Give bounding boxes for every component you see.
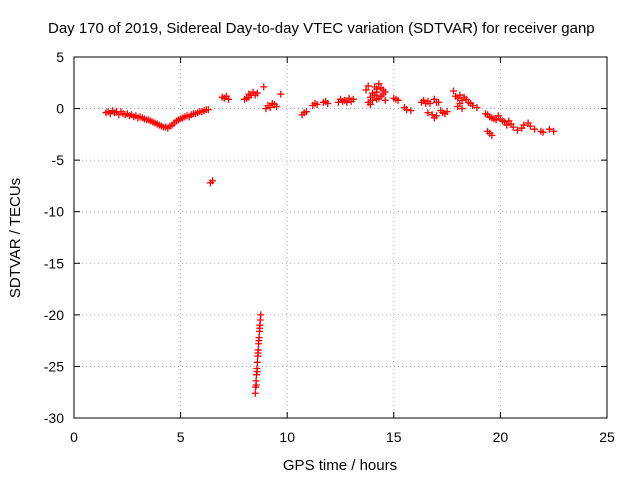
- data-point: [273, 103, 281, 111]
- data-point: [204, 106, 212, 114]
- x-tick-label: 10: [279, 429, 295, 445]
- data-points: [102, 80, 558, 397]
- tick-labels: 0 5 10 15 20 25 -30 -25 -20 -15 -10 -5 0 5: [44, 49, 615, 445]
- data-point: [254, 349, 262, 357]
- plot-frame: [73, 56, 608, 419]
- data-point: [435, 98, 443, 106]
- data-point: [424, 109, 432, 117]
- y-tick-label: -15: [44, 255, 64, 271]
- data-point: [253, 368, 261, 376]
- y-tick-label: -10: [44, 204, 64, 220]
- data-point: [375, 80, 383, 88]
- data-point: [381, 88, 389, 96]
- data-point: [225, 95, 233, 103]
- x-tick-label: 0: [70, 429, 78, 445]
- data-point: [426, 99, 434, 107]
- y-tick-label: 5: [56, 49, 64, 65]
- data-point: [456, 99, 464, 107]
- y-tick-label: 0: [56, 101, 64, 117]
- grid: [74, 57, 607, 418]
- y-axis-label: SDTVAR / TECUs: [7, 178, 24, 298]
- data-point: [469, 101, 477, 109]
- data-point: [503, 121, 511, 129]
- y-tick-label: -25: [44, 358, 64, 374]
- data-point: [277, 90, 285, 98]
- data-point: [473, 104, 481, 112]
- y-tick-label: -20: [44, 307, 64, 323]
- data-point: [443, 108, 451, 116]
- data-point: [456, 91, 464, 99]
- data-point: [362, 86, 370, 94]
- data-point: [255, 337, 263, 345]
- data-point: [449, 87, 457, 95]
- x-tick-label: 5: [177, 429, 185, 445]
- data-point: [526, 122, 534, 130]
- data-point: [252, 381, 260, 389]
- data-point: [364, 98, 372, 106]
- y-tick-label: -5: [52, 152, 65, 168]
- data-point: [253, 89, 261, 97]
- data-point: [545, 125, 553, 133]
- axis-ticks: [73, 56, 608, 419]
- data-point: [403, 106, 411, 114]
- data-point: [539, 128, 547, 136]
- x-tick-label: 20: [493, 429, 509, 445]
- data-point: [394, 96, 402, 104]
- data-point: [368, 96, 376, 104]
- data-point: [520, 121, 528, 129]
- data-point: [364, 82, 372, 90]
- data-point: [313, 100, 321, 108]
- data-point: [432, 112, 440, 120]
- data-point: [550, 127, 558, 135]
- data-point: [377, 84, 385, 92]
- data-point: [373, 88, 381, 96]
- data-point: [343, 98, 351, 106]
- data-point: [324, 99, 332, 107]
- data-point: [253, 358, 261, 366]
- data-point: [251, 389, 259, 397]
- data-point: [381, 96, 389, 104]
- data-point: [245, 90, 253, 98]
- data-point: [302, 108, 310, 116]
- y-tick-label: -30: [44, 410, 64, 426]
- chart-title: Day 170 of 2019, Sidereal Day-to-day VTE…: [48, 20, 595, 37]
- x-tick-label: 15: [386, 429, 402, 445]
- data-point: [407, 107, 415, 115]
- data-point: [266, 104, 274, 112]
- data-point: [458, 105, 466, 113]
- x-axis-label: GPS time / hours: [283, 457, 397, 474]
- data-point: [349, 95, 357, 103]
- data-point: [492, 116, 500, 124]
- data-point: [513, 126, 521, 134]
- data-point: [531, 125, 539, 133]
- x-tick-label: 25: [599, 429, 615, 445]
- data-point: [260, 83, 268, 91]
- data-point: [209, 177, 217, 185]
- data-point: [488, 131, 496, 139]
- data-point: [375, 94, 383, 102]
- data-point: [509, 123, 517, 131]
- data-point: [257, 311, 265, 319]
- data-point: [256, 324, 264, 332]
